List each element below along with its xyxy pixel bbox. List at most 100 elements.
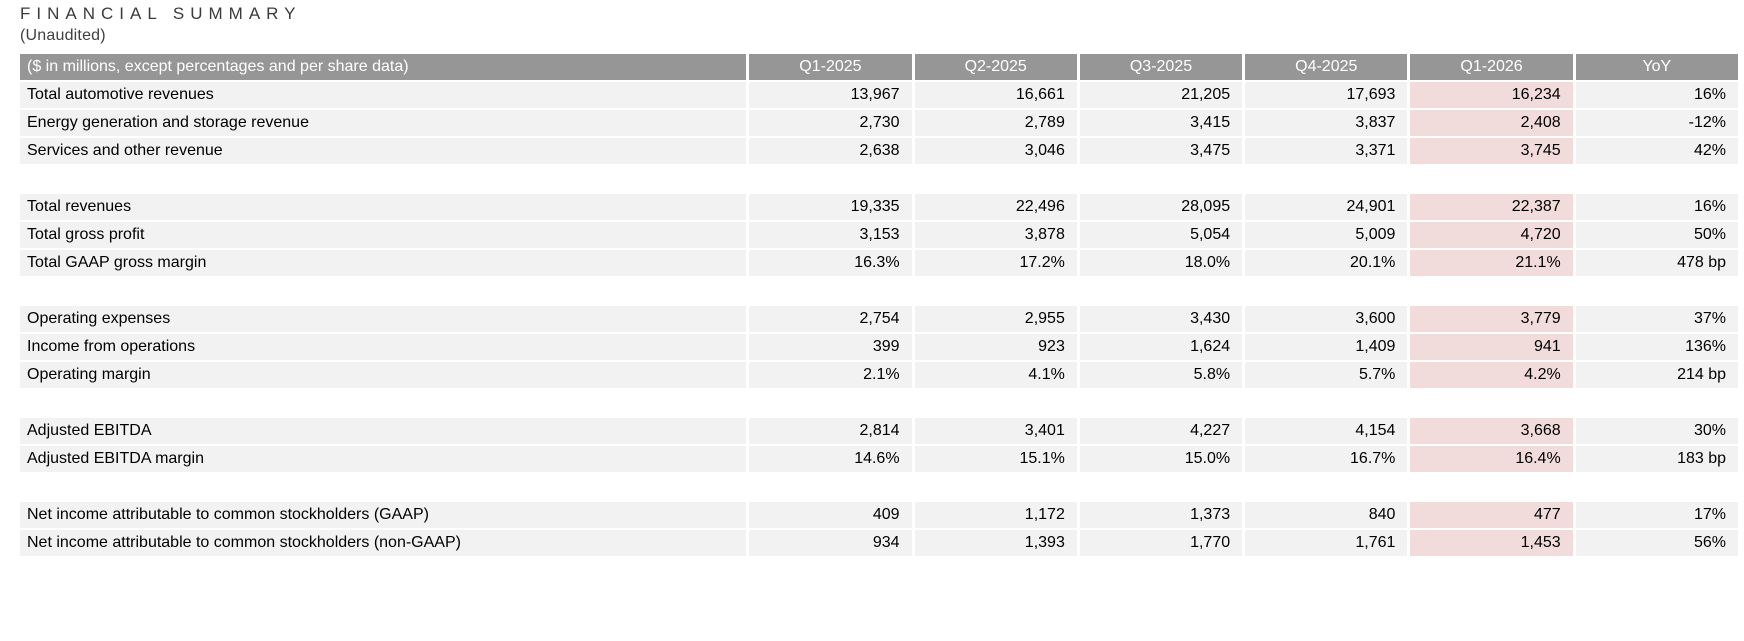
- cell-q3-2025: 1,770: [1079, 530, 1243, 556]
- cell-q4-2025: 1,761: [1245, 530, 1408, 556]
- page-subtitle: (Unaudited): [20, 27, 106, 44]
- cell-q3-2025: 5,054: [1079, 222, 1243, 248]
- cell-yoy: 214 bp: [1575, 362, 1738, 388]
- cell-q3-2025: 15.0%: [1079, 446, 1243, 472]
- table-row: Operating expenses 2,754 2,955 3,430 3,600 3,…: [20, 306, 1738, 332]
- cell-yoy: 183 bp: [1575, 446, 1738, 472]
- cell-yoy: 42%: [1575, 138, 1738, 164]
- column-header-q1-2026: Q1-2026: [1410, 54, 1573, 80]
- table-header-row: ($ in millions, except percentages and p…: [20, 54, 1738, 80]
- cell-q1-2025: 2,754: [749, 306, 912, 332]
- table-row: Total gross profit 3,153 3,878 5,054 5,009 4,…: [20, 222, 1738, 248]
- spacer-row: [20, 474, 1738, 500]
- table-row: Operating margin 2.1% 4.1% 5.8% 5.7% 4.2% 214 …: [20, 362, 1738, 388]
- cell-q3-2025: 1,624: [1079, 334, 1243, 360]
- cell-q1-2025: 19,335: [749, 194, 912, 220]
- cell-q1-2025: 399: [749, 334, 912, 360]
- cell-q1-2026: 16.4%: [1410, 446, 1573, 472]
- financial-summary-table: ($ in millions, except percentages and p…: [17, 52, 1741, 558]
- cell-q2-2025: 3,401: [914, 418, 1077, 444]
- financial-summary-page: FINANCIAL SUMMARY (Unaudited) ($ in mill…: [17, 4, 1741, 558]
- cell-q3-2025: 3,430: [1079, 306, 1243, 332]
- cell-q2-2025: 15.1%: [914, 446, 1077, 472]
- cell-q1-2026: 477: [1410, 502, 1573, 528]
- cell-q2-2025: 1,172: [914, 502, 1077, 528]
- cell-q2-2025: 3,878: [914, 222, 1077, 248]
- cell-q1-2026: 4.2%: [1410, 362, 1573, 388]
- row-label: Income from operations: [20, 334, 747, 360]
- cell-q2-2025: 4.1%: [914, 362, 1077, 388]
- row-label: Net income attributable to common stockh…: [20, 530, 747, 556]
- column-header-q3-2025: Q3-2025: [1079, 54, 1243, 80]
- cell-q1-2026: 22,387: [1410, 194, 1573, 220]
- cell-q4-2025: 4,154: [1245, 418, 1408, 444]
- row-label: Net income attributable to common stockh…: [20, 502, 747, 528]
- cell-q3-2025: 18.0%: [1079, 250, 1243, 276]
- cell-yoy: 478 bp: [1575, 250, 1738, 276]
- cell-yoy: 30%: [1575, 418, 1738, 444]
- cell-yoy: -12%: [1575, 110, 1738, 136]
- row-label: Operating expenses: [20, 306, 747, 332]
- cell-q3-2025: 21,205: [1079, 82, 1243, 108]
- cell-q1-2025: 16.3%: [749, 250, 912, 276]
- column-header-q2-2025: Q2-2025: [914, 54, 1077, 80]
- column-header-yoy: YoY: [1575, 54, 1738, 80]
- cell-q1-2025: 409: [749, 502, 912, 528]
- cell-yoy: 17%: [1575, 502, 1738, 528]
- table-row: Services and other revenue 2,638 3,046 3,47…: [20, 138, 1738, 164]
- cell-q4-2025: 3,371: [1245, 138, 1408, 164]
- table-row: Total revenues 19,335 22,496 28,095 24,901 22…: [20, 194, 1738, 220]
- table-row: Energy generation and storage revenue 2,7…: [20, 110, 1738, 136]
- row-label: Total automotive revenues: [20, 82, 747, 108]
- row-label: Operating margin: [20, 362, 747, 388]
- cell-q4-2025: 5.7%: [1245, 362, 1408, 388]
- cell-q2-2025: 2,955: [914, 306, 1077, 332]
- cell-q4-2025: 3,600: [1245, 306, 1408, 332]
- table-header-units-label: ($ in millions, except percentages and p…: [20, 54, 747, 80]
- cell-yoy: 56%: [1575, 530, 1738, 556]
- cell-q3-2025: 5.8%: [1079, 362, 1243, 388]
- table-row: Adjusted EBITDA margin 14.6% 15.1% 15.0% 16.…: [20, 446, 1738, 472]
- cell-q1-2026: 4,720: [1410, 222, 1573, 248]
- cell-q1-2025: 2,814: [749, 418, 912, 444]
- cell-q2-2025: 2,789: [914, 110, 1077, 136]
- cell-q1-2025: 13,967: [749, 82, 912, 108]
- cell-q2-2025: 16,661: [914, 82, 1077, 108]
- cell-q4-2025: 1,409: [1245, 334, 1408, 360]
- row-label: Services and other revenue: [20, 138, 747, 164]
- cell-q4-2025: 840: [1245, 502, 1408, 528]
- cell-yoy: 37%: [1575, 306, 1738, 332]
- table-row: Income from operations 399 923 1,624 1,409 94…: [20, 334, 1738, 360]
- cell-q1-2025: 934: [749, 530, 912, 556]
- cell-q3-2025: 3,475: [1079, 138, 1243, 164]
- cell-q4-2025: 20.1%: [1245, 250, 1408, 276]
- cell-q1-2026: 3,668: [1410, 418, 1573, 444]
- cell-q1-2025: 14.6%: [749, 446, 912, 472]
- spacer-row: [20, 278, 1738, 304]
- cell-q4-2025: 3,837: [1245, 110, 1408, 136]
- row-label: Adjusted EBITDA margin: [20, 446, 747, 472]
- cell-q2-2025: 3,046: [914, 138, 1077, 164]
- row-label: Total revenues: [20, 194, 747, 220]
- row-label: Total gross profit: [20, 222, 747, 248]
- cell-q1-2026: 1,453: [1410, 530, 1573, 556]
- cell-q3-2025: 28,095: [1079, 194, 1243, 220]
- table-row: Total automotive revenues 13,967 16,661 21,…: [20, 82, 1738, 108]
- row-label: Adjusted EBITDA: [20, 418, 747, 444]
- column-header-q4-2025: Q4-2025: [1245, 54, 1408, 80]
- cell-yoy: 16%: [1575, 194, 1738, 220]
- cell-q1-2026: 3,779: [1410, 306, 1573, 332]
- cell-q3-2025: 1,373: [1079, 502, 1243, 528]
- cell-q1-2026: 2,408: [1410, 110, 1573, 136]
- row-label: Total GAAP gross margin: [20, 250, 747, 276]
- cell-q4-2025: 5,009: [1245, 222, 1408, 248]
- column-header-q1-2025: Q1-2025: [749, 54, 912, 80]
- table-row: Adjusted EBITDA 2,814 3,401 4,227 4,154 3,668…: [20, 418, 1738, 444]
- cell-q1-2026: 941: [1410, 334, 1573, 360]
- cell-q1-2025: 2,638: [749, 138, 912, 164]
- table-row: Net income attributable to common stockh…: [20, 530, 1738, 556]
- cell-q4-2025: 24,901: [1245, 194, 1408, 220]
- spacer-row: [20, 390, 1738, 416]
- cell-q1-2025: 2.1%: [749, 362, 912, 388]
- cell-q4-2025: 16.7%: [1245, 446, 1408, 472]
